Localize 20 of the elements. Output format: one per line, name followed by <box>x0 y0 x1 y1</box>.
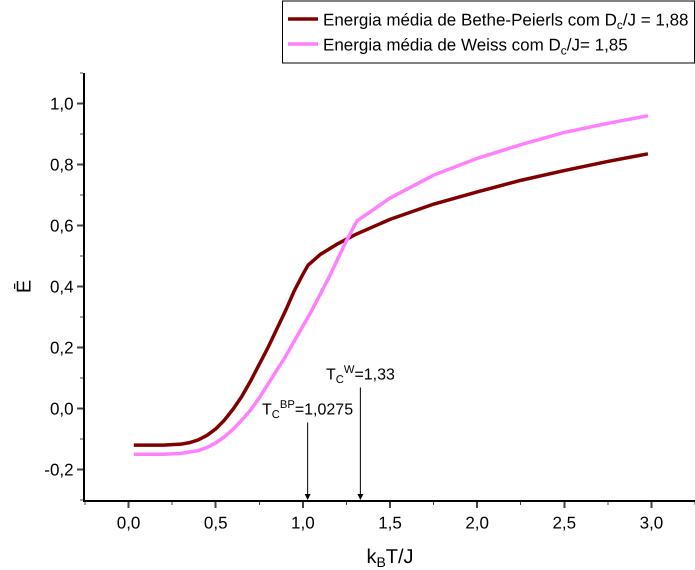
legend-label: Energia média de Weiss com D$_{c}$/J= 1,85 <box>323 36 628 58</box>
y-tick-label: 0,2 <box>50 338 74 358</box>
x-tick-label: 0,5 <box>204 513 228 532</box>
y-axis-title: Ē <box>13 280 36 294</box>
ref-line-label: T$_{C}$$^{BP}$=1,0275 <box>262 399 354 422</box>
y-tick-label: -0,2 <box>44 460 74 480</box>
y-tick-label: 0,0 <box>50 399 74 418</box>
ref-line-label: T$_{C}$$^{W}$=1,33 <box>326 364 396 386</box>
x-tick-label: 1,0 <box>291 513 315 532</box>
y-tick-label: 0,4 <box>50 277 74 296</box>
x-tick-label: 0,0 <box>116 513 140 532</box>
y-tick-label: 0,6 <box>50 216 74 236</box>
x-tick-label: 1,5 <box>378 513 402 532</box>
x-tick-label: 2,0 <box>465 513 489 532</box>
y-tick-label: 1,0 <box>50 94 74 114</box>
x-axis-title: k$_{B}$T/J <box>366 546 414 570</box>
legend-label: Energia média de Bethe-Peierls com D$_{c}$/J = 1,88 <box>323 10 689 32</box>
y-tick-label: 0,8 <box>50 155 74 174</box>
x-tick-label: 3,0 <box>640 513 664 532</box>
x-tick-label: 2,5 <box>552 513 576 532</box>
